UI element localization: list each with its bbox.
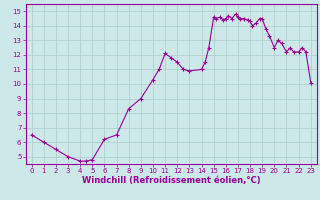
- X-axis label: Windchill (Refroidissement éolien,°C): Windchill (Refroidissement éolien,°C): [82, 176, 260, 185]
